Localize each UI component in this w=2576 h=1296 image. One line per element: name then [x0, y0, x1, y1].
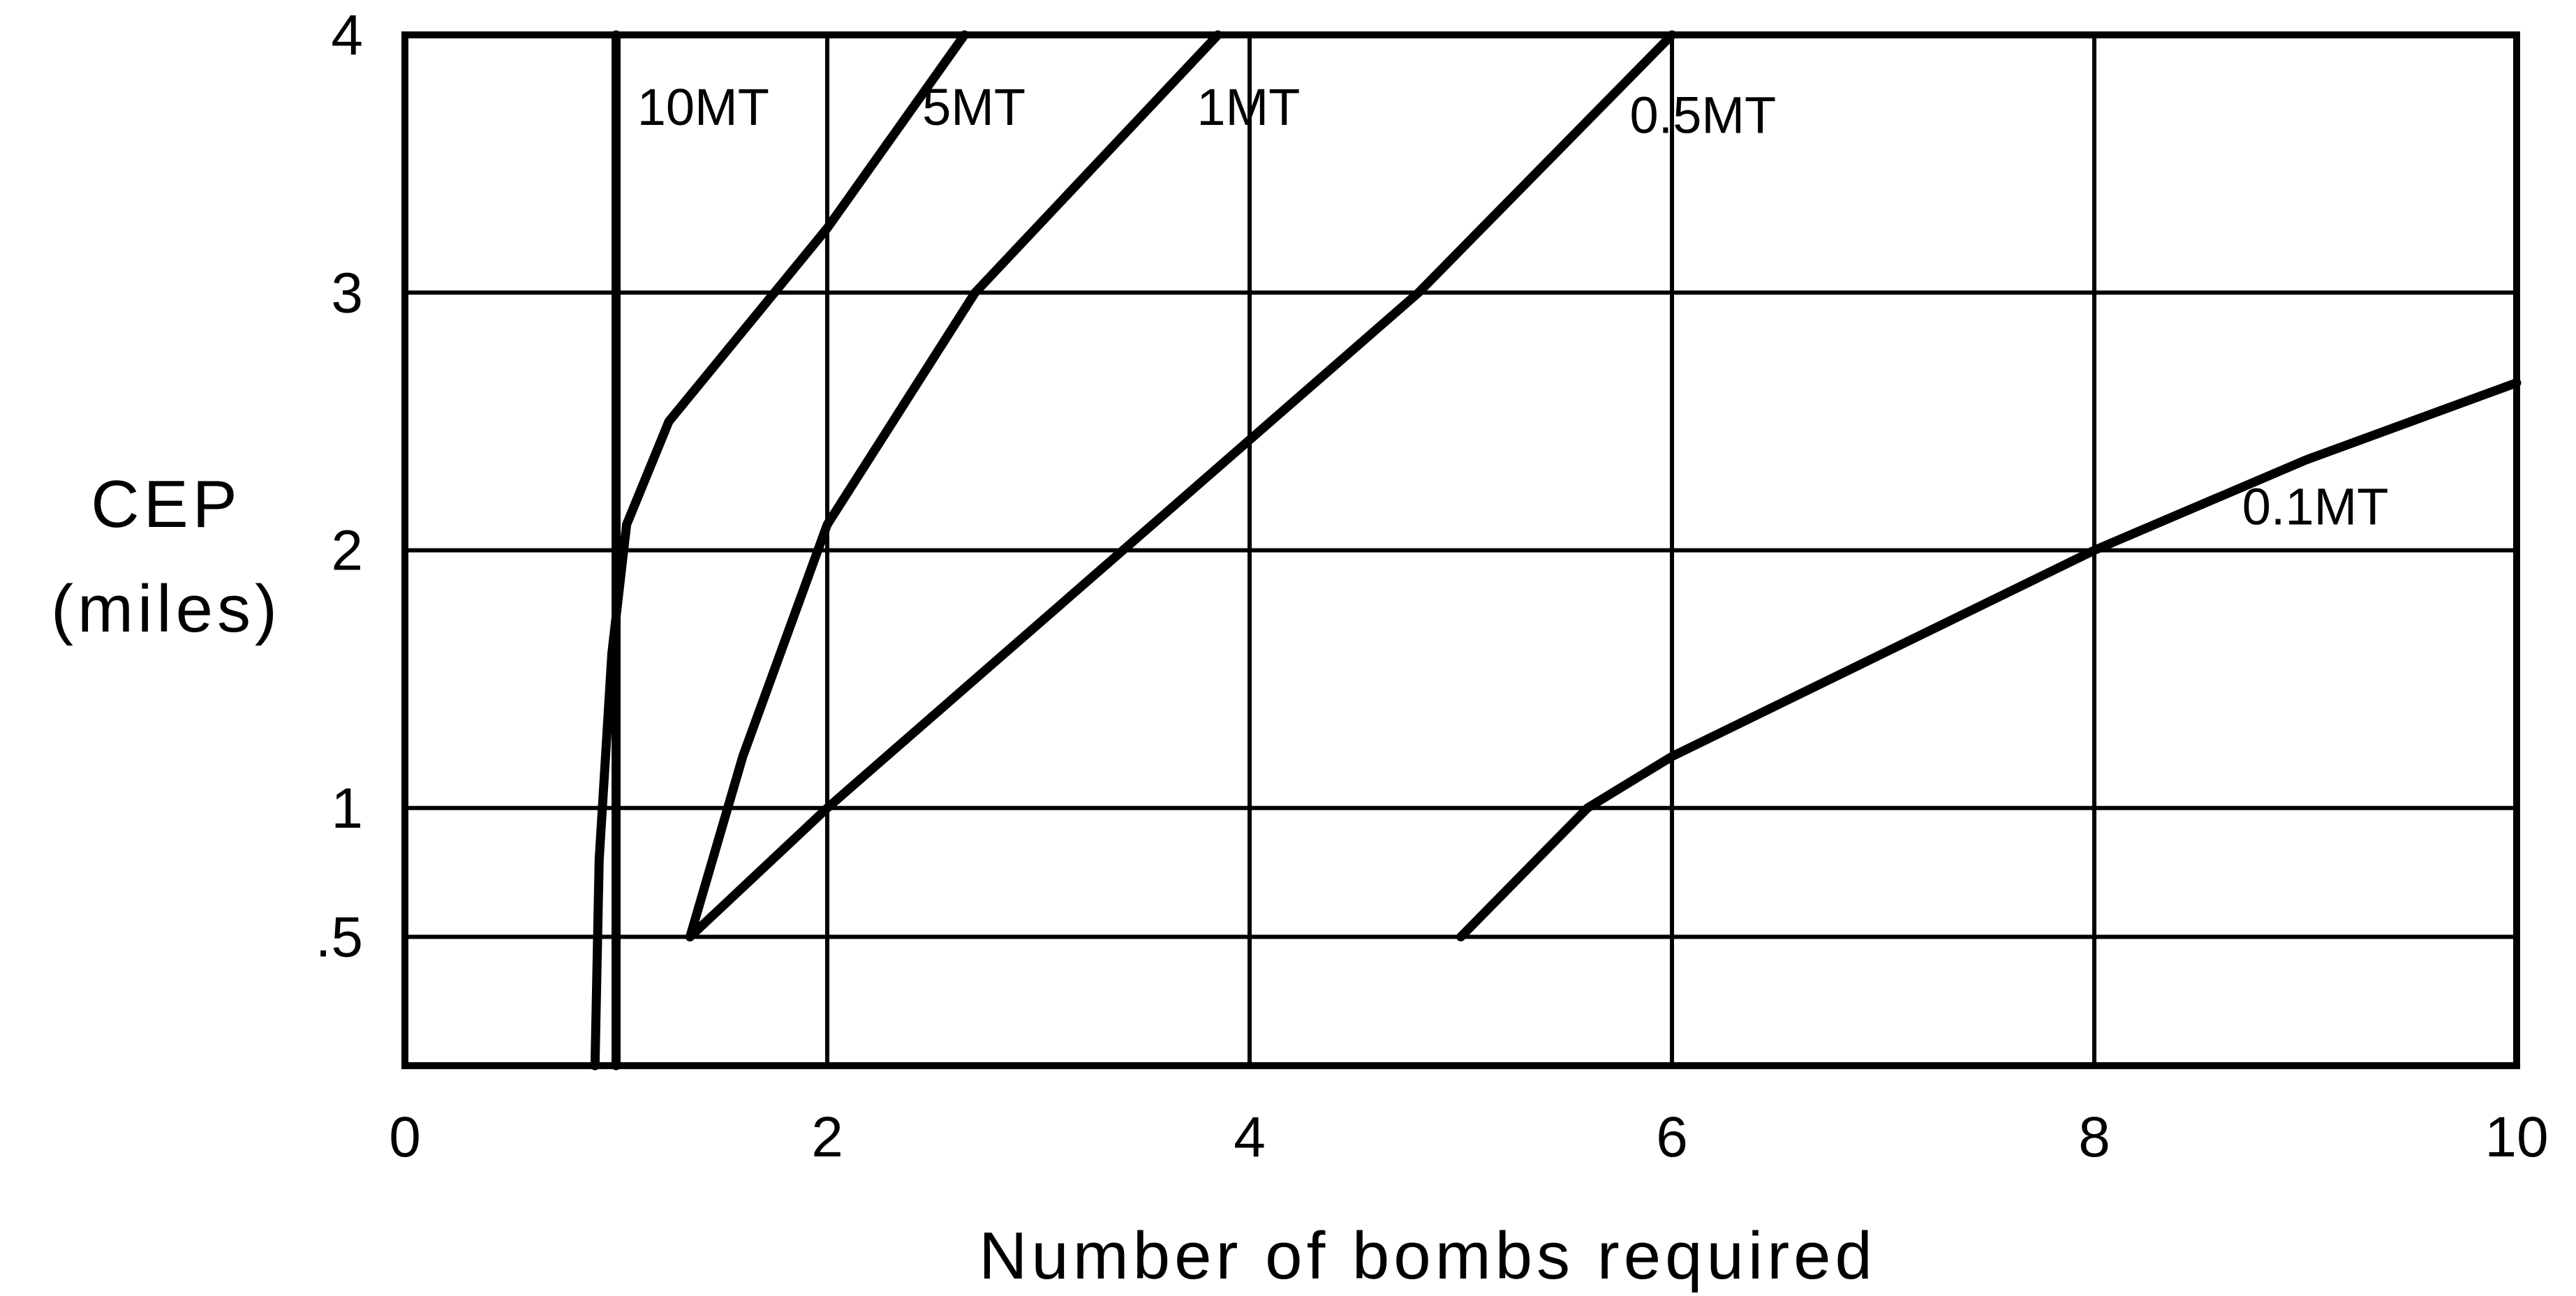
x-tick-label: 4 [1234, 1105, 1266, 1169]
axis-title-layer: CEP (miles) Number of bombs required [51, 467, 1877, 1293]
series-label: 10MT [637, 78, 769, 136]
series-label: 0.5MT [1630, 86, 1777, 144]
y-tick-label: .5 [316, 905, 363, 969]
x-tick-label: 8 [2078, 1105, 2110, 1169]
y-axis-title-line-2: (miles) [51, 572, 281, 646]
y-tick-label: 4 [331, 3, 363, 67]
series-line-1mt [685, 30, 1223, 941]
series-label-layer: 10MT 5MT 1MT 0.5MT 0.1MT [637, 78, 2389, 535]
tick-layer: 0 2 4 6 8 10 .5 1 2 3 4 [316, 3, 2549, 1169]
series-line-0-1mt [1456, 378, 2522, 941]
y-axis-title-line-1: CEP [91, 467, 241, 542]
series-line-0-5mt [685, 30, 1677, 941]
series-label: 5MT [922, 78, 1026, 136]
x-tick-label: 0 [389, 1105, 421, 1169]
series-line-5mt [590, 30, 970, 1071]
x-axis-title: Number of bombs required [979, 1219, 1877, 1293]
y-tick-label: 2 [331, 519, 363, 583]
curve-layer [590, 30, 2522, 1071]
x-tick-label: 2 [811, 1105, 843, 1169]
x-tick-label: 6 [1656, 1105, 1688, 1169]
y-tick-label: 1 [331, 777, 363, 840]
series-label: 0.1MT [2242, 478, 2389, 536]
plot-frame [401, 31, 2520, 1069]
x-tick-label: 10 [2485, 1105, 2548, 1169]
y-tick-label: 3 [331, 261, 363, 325]
series-label: 1MT [1197, 78, 1300, 136]
